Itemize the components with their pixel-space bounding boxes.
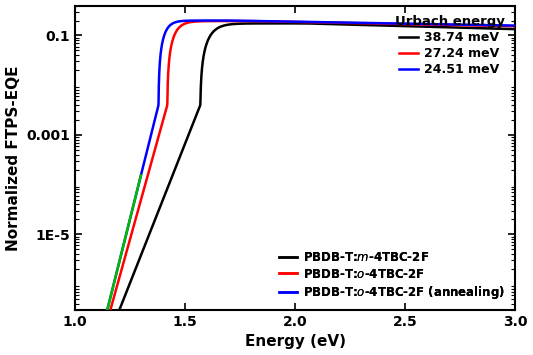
Legend: PBDB-T:$\it{m}$-4TBC-2F, PBDB-T:$\it{o}$-4TBC-2F, PBDB-T:$\it{o}$-4TBC-2F (annea: PBDB-T:$\it{m}$-4TBC-2F, PBDB-T:$\it{o}$…	[279, 251, 505, 301]
X-axis label: Energy (eV): Energy (eV)	[245, 334, 345, 349]
Y-axis label: Normalized FTPS-EQE: Normalized FTPS-EQE	[5, 65, 21, 251]
